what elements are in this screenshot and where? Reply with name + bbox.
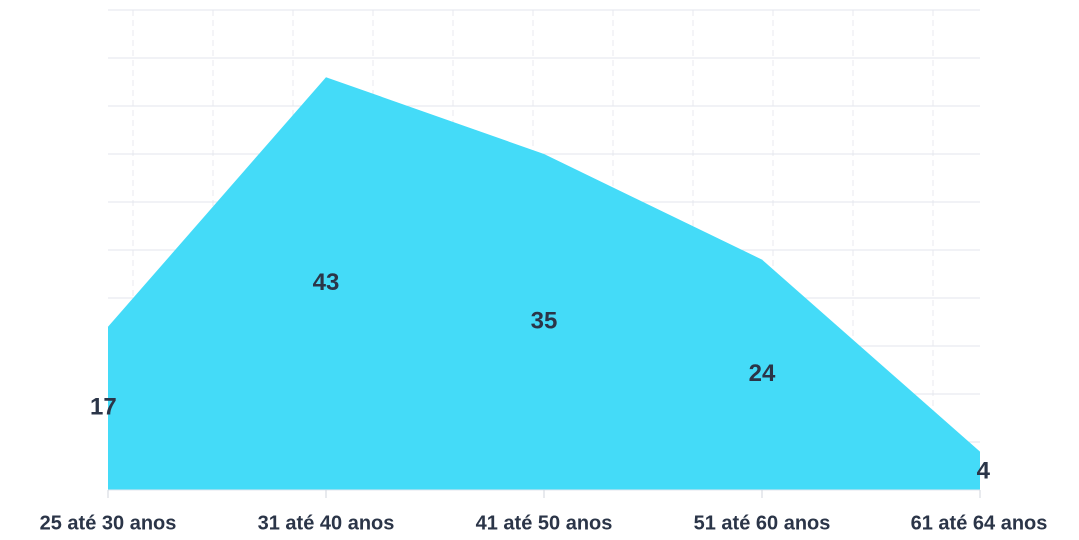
x-tick-label: 31 até 40 anos — [258, 512, 395, 534]
area — [108, 77, 980, 490]
data-label: 43 — [313, 269, 340, 296]
x-tick-label: 51 até 60 anos — [694, 512, 831, 534]
x-tick-label: 61 até 64 anos — [911, 512, 1048, 534]
x-tick-label: 41 até 50 anos — [476, 512, 613, 534]
data-label: 35 — [531, 307, 558, 334]
data-label: 24 — [749, 360, 776, 387]
x-tick-label: 25 até 30 anos — [40, 512, 177, 534]
data-label: 4 — [977, 457, 991, 484]
data-label: 17 — [90, 394, 117, 421]
